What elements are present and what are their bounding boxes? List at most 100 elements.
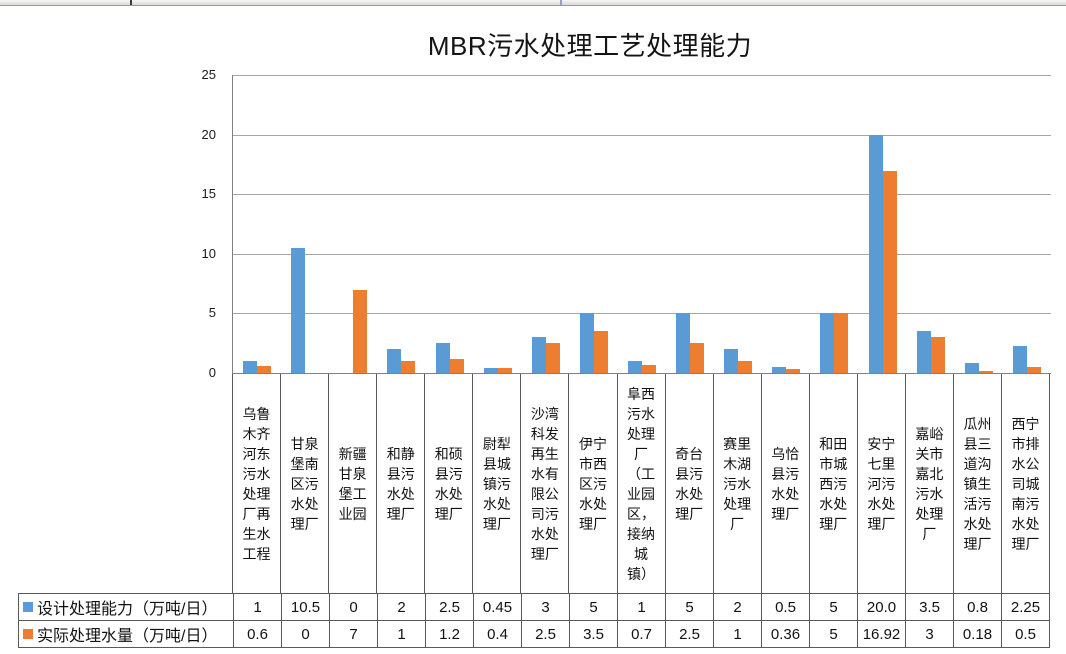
category-label: 奇台县污水处理厂 <box>675 445 704 522</box>
data-table: 设计处理能力（万吨/日） 1 10.5 0 2 2.5 0.45 3 5 1 5 2 0.5 5 20.0 3… <box>18 593 1050 648</box>
table-value-cell: 5 <box>809 594 857 620</box>
bar-series2-cat6 <box>497 368 512 373</box>
y-axis-tick-label: 20 <box>201 126 216 142</box>
category-label: 沙湾科发再生水有限公司污水处理厂 <box>530 405 559 562</box>
bar-series2-cat16 <box>978 370 993 373</box>
table-value-cell: 10.5 <box>281 594 329 620</box>
table-row-series1: 设计处理能力（万吨/日） 1 10.5 0 2 2.5 0.45 3 5 1 5 2 0.5 5 20.0 3… <box>19 594 1049 620</box>
category-label: 瓜州县三道沟镇生活污水处理厂 <box>963 415 992 552</box>
category-cell: 新疆甘泉堡工业园 <box>328 374 376 593</box>
table-value-cell: 0.7 <box>617 621 665 647</box>
category-label: 和硕县污水处理厂 <box>434 445 463 522</box>
legend-key-series2: 实际处理水量（万吨/日） <box>19 621 233 647</box>
category-cell: 沙湾科发再生水有限公司污水处理厂 <box>520 374 568 593</box>
bar-series2-cat9 <box>642 364 656 373</box>
category-cell: 乌鲁木齐河东污水处理厂再生水工程 <box>232 374 280 593</box>
category-cell: 乌恰县污水处理厂 <box>760 374 809 593</box>
table-value-cell: 1 <box>713 621 761 647</box>
legend-series-name: 实际处理水量（万吨/日） <box>37 628 218 645</box>
gridline <box>233 313 1051 315</box>
category-label: 甘泉堡南区污水处理厂 <box>290 435 319 532</box>
table-value-cell: 0.4 <box>473 621 521 647</box>
table-value-cell: 3.5 <box>905 594 953 620</box>
category-label: 阜西污水处理厂（工业园区，接纳城镇） <box>627 385 656 582</box>
table-value-cell: 2.5 <box>665 621 713 647</box>
category-cell: 和静县污水处理厂 <box>376 374 424 593</box>
bar-series1-cat6 <box>483 367 498 373</box>
bar-series2-cat11 <box>738 361 753 373</box>
category-label: 西宁市排水公司城南污水处理厂 <box>1011 415 1040 552</box>
bar-series2-cat14 <box>882 171 897 373</box>
bar-series2-cat4 <box>401 361 416 373</box>
category-cell: 瓜州县三道沟镇生活污水处理厂 <box>952 374 1001 593</box>
gridline <box>233 134 1051 136</box>
bar-series1-cat17 <box>1012 346 1027 373</box>
plot-area <box>232 75 1051 374</box>
table-value-cell: 3 <box>521 594 569 620</box>
bar-series1-cat4 <box>387 349 402 373</box>
legend-series-name: 设计处理能力（万吨/日） <box>37 601 218 618</box>
table-value-cell: 0.8 <box>953 594 1001 620</box>
bar-series1-cat16 <box>964 363 979 373</box>
table-value-cell: 1.2 <box>425 621 473 647</box>
y-axis-tick-label: 15 <box>201 186 216 202</box>
bar-series2-cat3 <box>353 289 368 373</box>
table-value-cell: 2.5 <box>521 621 569 647</box>
category-cell: 甘泉堡南区污水处理厂 <box>280 374 328 593</box>
table-value-cell: 3 <box>905 621 953 647</box>
y-axis-tick-label: 10 <box>201 245 216 261</box>
table-value-cell: 1 <box>377 621 425 647</box>
table-value-cell: 0.36 <box>761 621 809 647</box>
bar-series1-cat2 <box>291 247 306 373</box>
y-axis-tick-label: 0 <box>208 365 216 380</box>
bar-series2-cat10 <box>690 343 705 373</box>
y-axis-tick-label: 25 <box>201 67 216 82</box>
bar-series1-cat13 <box>820 313 835 373</box>
bar-series2-cat1 <box>257 365 272 373</box>
legend-key-series1: 设计处理能力（万吨/日） <box>19 594 233 620</box>
table-value-cell: 1 <box>233 594 281 620</box>
table-value-cell: 0.45 <box>473 594 521 620</box>
bar-series1-cat11 <box>724 349 739 373</box>
y-axis-tick-label: 5 <box>208 305 216 321</box>
table-value-cell: 16.92 <box>857 621 905 647</box>
category-cell: 和田市城西污水处理厂 <box>808 374 857 593</box>
category-label: 乌恰县污水处理厂 <box>771 445 800 522</box>
table-value-cell: 5 <box>665 594 713 620</box>
legend-swatch <box>23 629 33 639</box>
table-value-cell: 2.25 <box>1001 594 1049 620</box>
chart-title: MBR污水处理工艺处理能力 <box>427 31 753 61</box>
table-value-cell: 2.5 <box>425 594 473 620</box>
bar-series2-cat17 <box>1026 367 1041 373</box>
category-label: 乌鲁木齐河东污水处理厂再生水工程 <box>242 405 271 562</box>
category-axis-labels: 乌鲁木齐河东污水处理厂再生水工程 甘泉堡南区污水处理厂 新疆甘泉堡工业园 和静县污水处… <box>232 374 1050 593</box>
bar-series2-cat7 <box>545 343 560 373</box>
category-label: 新疆甘泉堡工业园 <box>338 445 367 522</box>
spreadsheet-edge-strip <box>0 0 1066 6</box>
table-value-cell: 0 <box>281 621 329 647</box>
category-label: 嘉峪关市嘉北污水处理厂 <box>915 425 944 542</box>
category-cell: 阜西污水处理厂（工业园区，接纳城镇） <box>616 374 665 593</box>
category-cell: 西宁市排水公司城南污水处理厂 <box>1001 374 1049 593</box>
category-cell: 奇台县污水处理厂 <box>664 374 713 593</box>
table-value-cell: 0 <box>329 594 377 620</box>
table-value-cell: 1 <box>617 594 665 620</box>
category-cell: 尉犁县城镇污水处理厂 <box>472 374 520 593</box>
gridline <box>233 194 1051 196</box>
table-value-cell: 7 <box>329 621 377 647</box>
bar-series1-cat1 <box>243 361 258 373</box>
bar-series1-cat8 <box>579 313 594 373</box>
bar-series2-cat12 <box>786 368 801 373</box>
y-axis-labels: 0 5 10 15 20 25 <box>150 0 224 400</box>
category-label: 安宁七里河污水处理厂 <box>867 435 896 532</box>
table-value-cell: 3.5 <box>569 621 617 647</box>
category-label: 伊宁市西区污水处理厂 <box>578 435 607 532</box>
strip-tick <box>130 0 132 5</box>
strip-tick <box>560 0 562 5</box>
table-value-cell: 5 <box>809 621 857 647</box>
category-label: 赛里木湖污水处理厂 <box>723 435 752 532</box>
table-value-cell: 0.5 <box>1001 621 1049 647</box>
table-row-series2: 实际处理水量（万吨/日） 0.6 0 7 1 1.2 0.4 2.5 3.5 0.7 2.5 1 0.3… <box>19 620 1049 647</box>
category-cell: 赛里木湖污水处理厂 <box>712 374 761 593</box>
table-value-cell: 5 <box>569 594 617 620</box>
